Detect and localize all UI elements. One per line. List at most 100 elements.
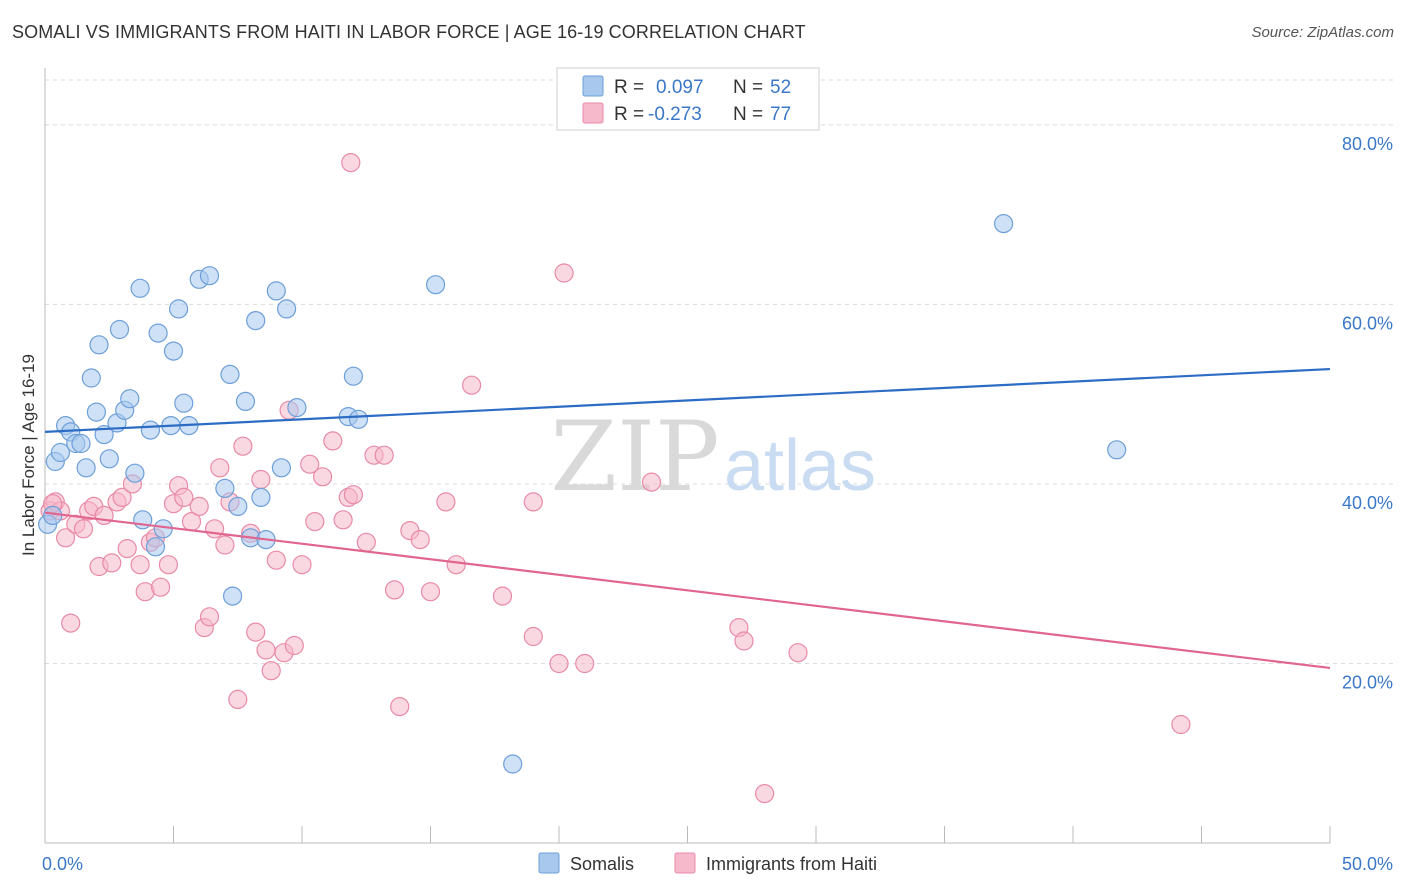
haiti-point	[523, 492, 543, 512]
haiti-point	[246, 622, 266, 642]
somali-point	[99, 449, 119, 469]
legend-series-swatch-somali	[538, 852, 560, 874]
watermark: ZIP atlas	[550, 401, 876, 513]
haiti-point	[420, 582, 441, 602]
haiti-point	[341, 153, 361, 173]
haiti-point	[305, 511, 325, 532]
somali-point	[993, 214, 1014, 234]
haiti-point	[641, 472, 662, 492]
somali-trend-line	[44, 367, 1331, 433]
haiti-point	[112, 487, 132, 507]
axes	[44, 68, 1331, 844]
somali-point	[215, 478, 235, 498]
haiti-point	[575, 653, 595, 674]
haiti-point	[754, 783, 775, 804]
somali-point	[228, 496, 248, 516]
haiti-point	[549, 653, 569, 674]
somali-point	[266, 281, 286, 301]
chart-title: SOMALI VS IMMIGRANTS FROM HAITI IN LABOR…	[12, 22, 806, 42]
haiti-point	[215, 535, 235, 555]
somali-point	[1107, 440, 1127, 460]
haiti-point	[210, 458, 230, 478]
legend-n-label-haiti: N =	[733, 104, 763, 125]
somali-point	[503, 754, 523, 774]
somali-point	[348, 409, 369, 429]
haiti-point	[261, 661, 281, 681]
haiti-point	[94, 505, 114, 526]
haiti-point	[492, 586, 513, 606]
legend-r-value-haiti: -0.273	[648, 104, 702, 125]
haiti-point	[199, 607, 220, 627]
source-credit: Source: ZipAtlas.com	[1251, 24, 1394, 41]
haiti-point	[313, 467, 333, 487]
haiti-point	[251, 469, 271, 490]
haiti-point	[151, 577, 171, 597]
haiti-point	[323, 431, 343, 451]
series-somali-points	[37, 214, 1127, 774]
y-tick-label: 80.0%	[1342, 134, 1393, 154]
y-tick-label: 20.0%	[1342, 672, 1393, 692]
legend-stats: R = 0.097 N = 52 R = -0.273 N = 77	[556, 67, 820, 131]
somali-point	[277, 299, 297, 319]
somali-point	[145, 537, 166, 557]
somali-point	[140, 420, 160, 440]
trend-lines	[44, 367, 1331, 670]
haiti-point	[130, 555, 150, 575]
haiti-point	[356, 532, 376, 552]
somali-point	[246, 311, 266, 331]
somali-point	[223, 586, 243, 606]
legend-swatch-haiti	[582, 102, 604, 124]
legend-series-label-haiti: Immigrants from Haiti	[706, 854, 877, 874]
haiti-point	[292, 555, 312, 575]
y-tick-label: 60.0%	[1342, 313, 1393, 333]
haiti-point	[205, 519, 225, 539]
somali-point	[220, 364, 240, 384]
somali-point	[109, 319, 130, 340]
grid-lines	[45, 79, 1395, 664]
somali-point	[76, 458, 96, 478]
somali-point	[163, 341, 184, 361]
haiti-point	[436, 492, 456, 512]
haiti-point	[1171, 714, 1191, 735]
haiti-point	[256, 640, 276, 660]
haiti-point	[788, 643, 808, 663]
y-tick-label: 40.0%	[1342, 493, 1393, 513]
haiti-point	[300, 454, 320, 474]
haiti-point	[174, 487, 194, 507]
somali-point	[174, 393, 194, 413]
somali-point	[251, 487, 271, 507]
legend-r-label-haiti: R =	[614, 104, 644, 125]
tick-labels: 20.0% 40.0% 60.0% 80.0% 0.0% 50.0%	[42, 134, 1393, 874]
haiti-point	[158, 555, 178, 575]
haiti-point	[333, 510, 353, 530]
somali-point	[235, 391, 256, 411]
watermark-atlas: atlas	[724, 426, 876, 506]
somali-point	[271, 458, 291, 478]
somali-point	[130, 278, 150, 298]
haiti-point	[73, 519, 94, 539]
y-axis-label: In Labor Force | Age 16-19	[19, 354, 38, 556]
legend-series: Somalis Immigrants from Haiti	[538, 852, 877, 874]
haiti-point	[55, 528, 76, 548]
haiti-point	[374, 445, 394, 465]
legend-series-swatch-haiti	[674, 852, 696, 874]
watermark-zip: ZIP	[550, 401, 719, 513]
x-tick-label-min: 0.0%	[42, 854, 83, 874]
legend-n-value-somali: 52	[770, 77, 791, 98]
haiti-point	[189, 496, 209, 516]
haiti-point	[734, 631, 754, 651]
somali-point	[71, 433, 91, 454]
somali-point	[120, 389, 140, 409]
legend-r-label-somali: R =	[614, 77, 644, 98]
somali-point	[148, 323, 168, 343]
haiti-point	[266, 550, 286, 570]
somali-point	[81, 368, 101, 388]
haiti-point	[343, 485, 363, 505]
haiti-point	[102, 553, 122, 573]
somali-point	[86, 402, 107, 422]
haiti-point	[228, 689, 248, 710]
legend-series-label-somali: Somalis	[570, 854, 634, 874]
haiti-point	[462, 375, 482, 395]
haiti-point	[390, 696, 410, 717]
